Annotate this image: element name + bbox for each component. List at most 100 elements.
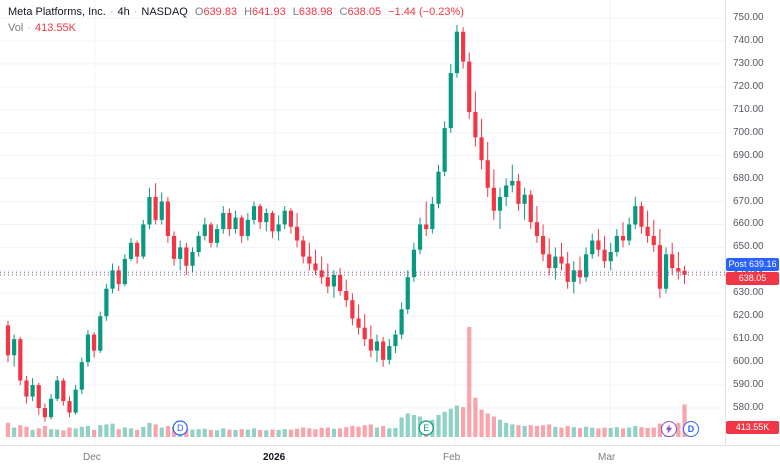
volume-bar (331, 428, 337, 437)
time-tick: Feb (443, 452, 461, 463)
volume-bar (264, 430, 269, 437)
candle-body (639, 206, 644, 227)
volume-bar (104, 424, 109, 437)
volume-bar (276, 429, 281, 437)
svg-text:E: E (423, 423, 429, 433)
volume-bar (128, 428, 134, 437)
dividends-toggle-icon[interactable]: D (683, 421, 699, 437)
price-axis[interactable]: 750.00 740.00 730.00 720.00 710.00 700.00 690.… (725, 0, 780, 445)
price-tick: 730.00 (733, 57, 764, 69)
event-marker-d[interactable]: D (172, 420, 188, 436)
volume-bar (393, 427, 398, 437)
candle-body (627, 224, 632, 241)
volume-bar (55, 429, 60, 437)
volume-bar (141, 426, 146, 437)
separator: · (27, 22, 31, 34)
event-marker-e[interactable]: E (418, 420, 434, 436)
volume-bar (639, 427, 644, 437)
lightning-events-icon[interactable] (661, 421, 677, 437)
volume-bar (565, 426, 570, 437)
legend-volume-row: Vol · 413.55K (8, 22, 464, 34)
candle-body (633, 206, 638, 225)
candle-body (301, 240, 306, 257)
volume-bar (135, 429, 140, 437)
candle-body (24, 380, 29, 397)
price-tick: 600.00 (733, 356, 764, 368)
volume-bar (221, 428, 226, 437)
price-tick: 670.00 (733, 195, 764, 207)
volume-bar (461, 407, 466, 437)
exchange[interactable]: NASDAQ (141, 6, 188, 18)
candle-body (221, 213, 226, 230)
volume-bar (294, 428, 300, 437)
volume-bar (12, 427, 17, 437)
candle-body (184, 247, 189, 266)
candle-body (202, 224, 207, 236)
price-tick: 630.00 (733, 287, 764, 299)
volume-bar (344, 427, 349, 437)
volume-layer (5, 327, 687, 437)
volume-bar (528, 425, 533, 437)
candle-body (620, 235, 626, 241)
candle-body (571, 270, 576, 282)
candle-body (48, 398, 54, 418)
price-tick: 590.00 (733, 379, 764, 391)
volume-bar (633, 426, 638, 437)
volume-bar (208, 429, 214, 437)
candle-body (42, 408, 47, 418)
candle-body (98, 316, 103, 351)
volume-bar (614, 427, 619, 437)
time-tick: Mar (598, 452, 616, 463)
volume-bar (479, 409, 484, 437)
volume-bar (233, 429, 238, 437)
volume-bar (362, 425, 367, 437)
candle-body (485, 160, 490, 188)
candle-body (165, 201, 170, 236)
volume-bar (577, 427, 583, 437)
candle-body (670, 254, 675, 269)
timeframe[interactable]: 4h (117, 6, 130, 18)
candle-body (344, 291, 349, 301)
lightning-bolt-glyph (665, 424, 673, 434)
price-tick: 750.00 (733, 12, 764, 23)
volume-bar (682, 404, 687, 437)
price-tick: 580.00 (733, 402, 764, 413)
volume-bar (98, 425, 103, 437)
candle-body (159, 201, 164, 220)
high-label: H (244, 6, 253, 18)
volume-bar (411, 415, 416, 437)
candle-body (473, 112, 478, 138)
volume-bar (245, 429, 250, 437)
candle-body (417, 224, 423, 250)
time-axis[interactable]: Dec 2026 Feb Mar (0, 445, 780, 470)
volume-bar (602, 427, 607, 437)
price-tick: 650.00 (733, 241, 764, 253)
volume-bar (110, 423, 115, 437)
candle-body (381, 341, 386, 360)
candle-body (73, 389, 78, 413)
volume-bar (620, 428, 626, 437)
candle-body (128, 242, 134, 259)
low-value: 638.98 (298, 6, 333, 18)
symbol-title[interactable]: Meta Platforms, Inc. (8, 6, 106, 18)
candle-body (547, 254, 552, 269)
close-label: C (339, 6, 348, 18)
change-value: −1.44 (−0.23%) (388, 6, 464, 18)
candle-body (208, 224, 214, 243)
candle-body (5, 325, 11, 356)
last-price-badge: 638.05 (726, 271, 779, 285)
legend-main-row: Meta Platforms, Inc. · 4h · NASDAQ O639.83 H64… (8, 6, 464, 18)
candle-body (479, 137, 484, 161)
candle-body (565, 263, 570, 282)
volume-bar (251, 428, 257, 437)
candle-body (61, 380, 66, 402)
candle-body (190, 252, 195, 266)
volume-bar (405, 413, 410, 437)
volume-bar (338, 428, 343, 437)
candle-body (356, 318, 361, 328)
volume-bar (202, 428, 207, 437)
volume-value: 413.55K (34, 22, 76, 34)
candle-body (516, 180, 521, 204)
volume-bar (319, 427, 324, 437)
